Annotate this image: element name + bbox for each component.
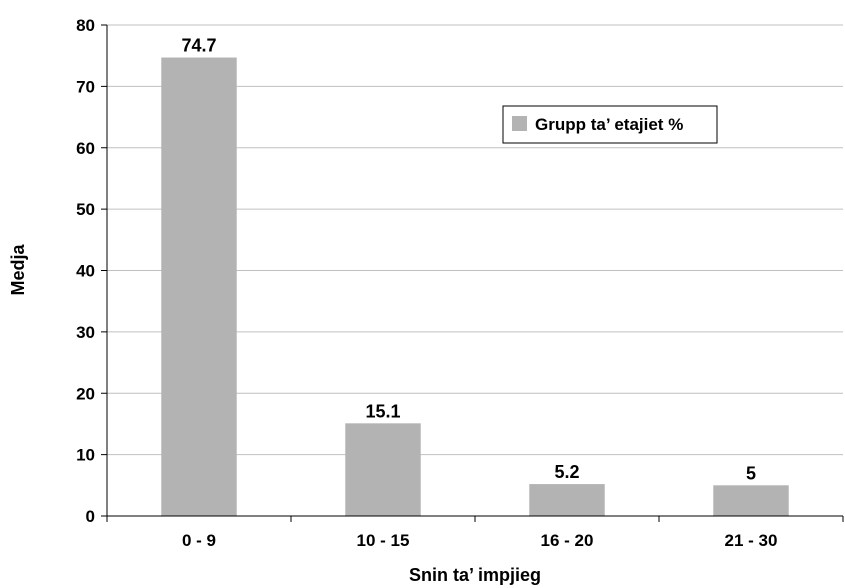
- bar-2: [529, 484, 605, 516]
- y-tick-label-10: 10: [76, 446, 95, 465]
- y-tick-label-40: 40: [76, 262, 95, 281]
- legend-label: Grupp ta’ etajiet %: [535, 115, 683, 134]
- x-tick-labels: 0 - 9 10 - 15 16 - 20 21 - 30: [182, 531, 777, 550]
- value-label-2: 5.2: [554, 462, 579, 482]
- bars: [161, 57, 789, 517]
- legend-swatch: [512, 116, 527, 131]
- value-labels: 74.7 15.1 5.2 5: [181, 36, 756, 484]
- value-label-0: 74.7: [181, 36, 216, 56]
- value-label-3: 5: [746, 463, 756, 483]
- bar-1: [345, 423, 421, 516]
- axes: [101, 24, 844, 522]
- y-tick-label-80: 80: [76, 16, 95, 35]
- y-axis-title: Medja: [8, 244, 28, 296]
- legend-box: [502, 105, 718, 144]
- bar-3: [713, 485, 789, 516]
- y-tick-label-60: 60: [76, 139, 95, 158]
- y-tick-label-50: 50: [76, 200, 95, 219]
- x-tick-label-2: 16 - 20: [541, 531, 594, 550]
- x-tick-label-1: 10 - 15: [357, 531, 410, 550]
- y-tick-label-30: 30: [76, 323, 95, 342]
- legend: Grupp ta’ etajiet %: [502, 105, 718, 144]
- y-tick-labels: 0 10 20 30 40 50 60 70 80: [76, 16, 95, 526]
- x-tick-label-3: 21 - 30: [725, 531, 778, 550]
- value-label-1: 15.1: [365, 401, 400, 421]
- bar-0: [161, 57, 237, 517]
- y-tick-label-70: 70: [76, 77, 95, 96]
- y-tick-label-20: 20: [76, 384, 95, 403]
- y-tick-label-0: 0: [86, 507, 95, 526]
- x-axis-title: Snin ta’ impjieg: [409, 565, 541, 585]
- x-tick-label-0: 0 - 9: [182, 531, 216, 550]
